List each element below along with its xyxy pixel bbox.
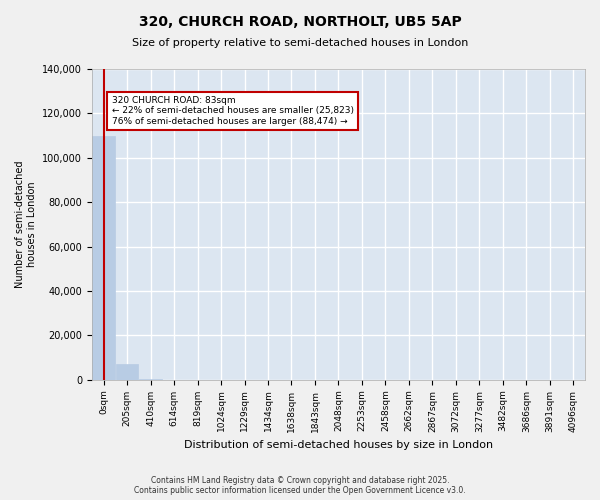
Bar bbox=[92, 136, 115, 380]
Text: Size of property relative to semi-detached houses in London: Size of property relative to semi-detach… bbox=[132, 38, 468, 48]
Y-axis label: Number of semi-detached
houses in London: Number of semi-detached houses in London bbox=[15, 160, 37, 288]
Text: 320, CHURCH ROAD, NORTHOLT, UB5 5AP: 320, CHURCH ROAD, NORTHOLT, UB5 5AP bbox=[139, 15, 461, 29]
Bar bbox=[139, 378, 162, 380]
X-axis label: Distribution of semi-detached houses by size in London: Distribution of semi-detached houses by … bbox=[184, 440, 493, 450]
Bar bbox=[116, 364, 138, 380]
Text: Contains HM Land Registry data © Crown copyright and database right 2025.
Contai: Contains HM Land Registry data © Crown c… bbox=[134, 476, 466, 495]
Text: 320 CHURCH ROAD: 83sqm
← 22% of semi-detached houses are smaller (25,823)
76% of: 320 CHURCH ROAD: 83sqm ← 22% of semi-det… bbox=[112, 96, 354, 126]
